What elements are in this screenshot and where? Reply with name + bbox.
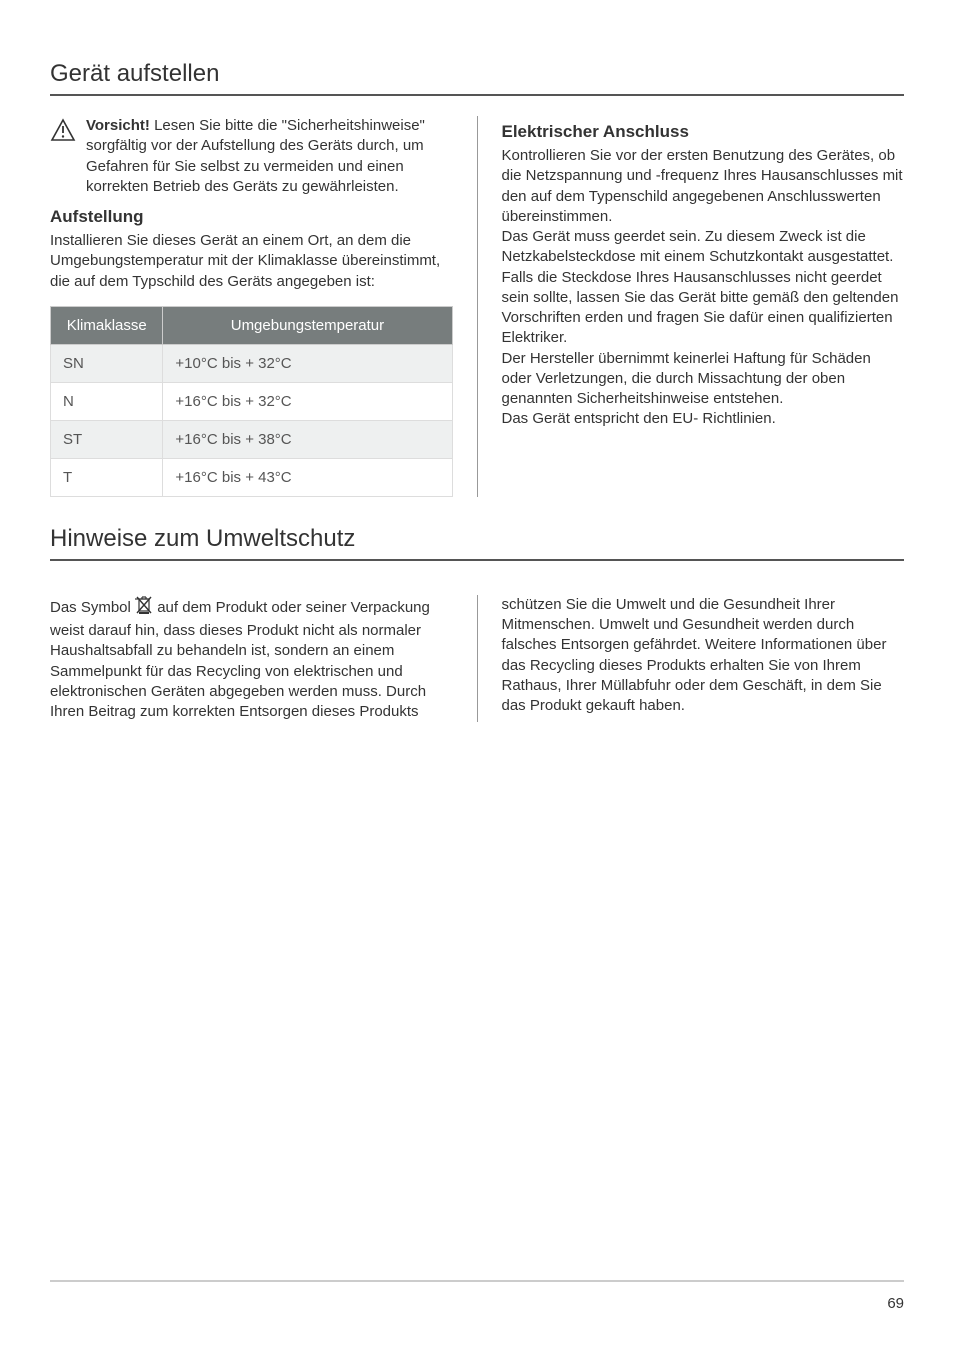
column-divider xyxy=(477,116,478,497)
left-text-before: Das Symbol xyxy=(50,599,135,616)
table-cell: ST xyxy=(51,420,163,458)
table-cell: T xyxy=(51,458,163,496)
table-cell: N xyxy=(51,382,163,420)
section-title-setup: Gerät aufstellen xyxy=(50,60,904,96)
table-row: N +16°C bis + 32°C xyxy=(51,382,453,420)
warning-icon xyxy=(50,118,76,148)
warning-label: Vorsicht! xyxy=(86,117,150,134)
crossed-bin-icon xyxy=(135,595,153,621)
section1-left-column: Vorsicht! Lesen Sie bitte die "Sicherhei… xyxy=(50,116,453,497)
page-number: 69 xyxy=(887,1295,904,1312)
table-header-klimaklasse: Klimaklasse xyxy=(51,306,163,344)
left-subheading: Aufstellung xyxy=(50,207,453,227)
column-divider xyxy=(477,595,478,723)
right-body-text: Kontrollieren Sie vor der ersten Benutzu… xyxy=(502,146,905,430)
warning-text-container: Vorsicht! Lesen Sie bitte die "Sicherhei… xyxy=(86,116,453,197)
left-text-after: auf dem Produkt oder seiner Verpackung w… xyxy=(50,599,430,720)
section1-columns: Vorsicht! Lesen Sie bitte die "Sicherhei… xyxy=(50,116,904,497)
section2-left-column: Das Symbol auf dem Produkt oder seiner V… xyxy=(50,595,453,723)
table-cell: SN xyxy=(51,344,163,382)
section2-left-text: Das Symbol auf dem Produkt oder seiner V… xyxy=(50,595,453,723)
table-cell: +16°C bis + 43°C xyxy=(163,458,452,496)
footer-divider xyxy=(50,1280,904,1282)
table-cell: +16°C bis + 32°C xyxy=(163,382,452,420)
warning-block: Vorsicht! Lesen Sie bitte die "Sicherhei… xyxy=(50,116,453,197)
section-title-environment: Hinweise zum Umweltschutz xyxy=(50,525,904,561)
section1-right-column: Elektrischer Anschluss Kontrollieren Sie… xyxy=(502,116,905,497)
section2-right-column: schützen Sie die Umwelt und die Gesundhe… xyxy=(502,595,905,723)
climate-table-body: SN +10°C bis + 32°C N +16°C bis + 32°C S… xyxy=(51,344,453,496)
table-row: SN +10°C bis + 32°C xyxy=(51,344,453,382)
table-cell: +16°C bis + 38°C xyxy=(163,420,452,458)
climate-table: Klimaklasse Umgebungstemperatur SN +10°C… xyxy=(50,306,453,497)
section2-right-text: schützen Sie die Umwelt und die Gesundhe… xyxy=(502,595,905,717)
right-subheading: Elektrischer Anschluss xyxy=(502,122,905,142)
table-header-umgebung: Umgebungstemperatur xyxy=(163,306,452,344)
table-row: ST +16°C bis + 38°C xyxy=(51,420,453,458)
section2-columns: Das Symbol auf dem Produkt oder seiner V… xyxy=(50,581,904,723)
table-cell: +10°C bis + 32°C xyxy=(163,344,452,382)
left-body-text: Installieren Sie dieses Gerät an einem O… xyxy=(50,231,453,292)
table-row: T +16°C bis + 43°C xyxy=(51,458,453,496)
